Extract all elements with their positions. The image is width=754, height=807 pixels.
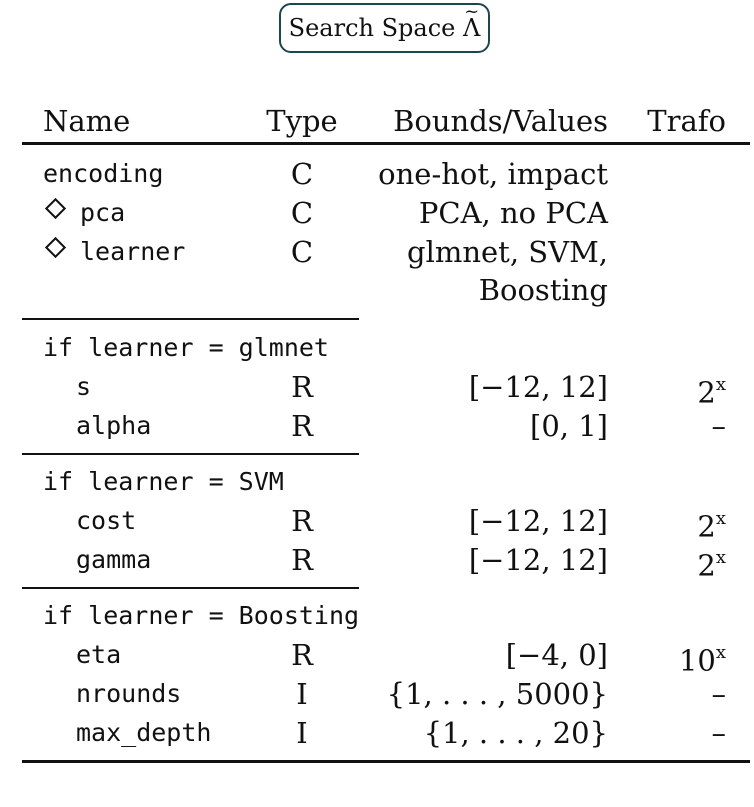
header-name: Name [43, 104, 131, 138]
type-gamma: R [291, 543, 313, 577]
header-bounds: Bounds/Values [393, 104, 608, 138]
values-learner: glmnet, SVM, [407, 235, 608, 269]
type-alpha: R [291, 409, 313, 443]
diamond-icon [44, 236, 67, 259]
values-encoding: one-hot, impact [378, 157, 608, 191]
trafo-exp: x [715, 508, 726, 529]
trafo-exp: x [715, 374, 726, 395]
values-learner-cont: Boosting [478, 273, 608, 307]
header-rule [22, 142, 750, 145]
trafo-gamma: 2x [630, 543, 726, 583]
trafo-exp: x [715, 547, 726, 568]
type-eta: R [291, 638, 313, 672]
type-nrounds: I [296, 677, 308, 711]
bounds-eta: [−4, 0] [505, 638, 608, 672]
diamond-icon [44, 197, 67, 220]
header-type: Type [266, 104, 338, 138]
trafo-eta: 10x [630, 638, 726, 678]
title-text: Search Space [288, 14, 456, 42]
trafo-cost: 2x [630, 504, 726, 544]
group-rule [22, 587, 359, 589]
bounds-s: [−12, 12] [468, 370, 608, 404]
bounds-cost: [−12, 12] [468, 504, 608, 538]
condition-boosting: if learner = Boosting [43, 601, 360, 630]
lambda-glyph: Λ [463, 14, 481, 42]
param-max-depth: max_depth [76, 718, 212, 747]
bounds-max-depth: {1, . . . , 20} [423, 716, 608, 750]
header-trafo: Trafo [647, 104, 726, 138]
group-rule [22, 453, 359, 455]
type-encoding: C [290, 157, 314, 191]
trafo-base: 2 [697, 509, 716, 544]
trafo-base: 2 [697, 375, 716, 410]
search-space-title: Search Space ~ Λ [279, 3, 490, 53]
trafo-nrounds: – [711, 677, 727, 711]
param-gamma: gamma [76, 545, 152, 574]
param-eta: eta [76, 640, 122, 669]
bounds-alpha: [0, 1] [530, 409, 608, 443]
bounds-nrounds: {1, . . . , 5000} [386, 677, 608, 711]
trafo-max-depth: – [711, 716, 727, 750]
group-rule [22, 318, 359, 320]
bottom-rule [22, 760, 750, 763]
param-cost: cost [76, 506, 137, 535]
param-s: s [76, 372, 92, 401]
values-pca: PCA, no PCA [418, 196, 608, 230]
type-cost: R [291, 504, 313, 538]
trafo-base: 2 [697, 548, 716, 583]
bounds-gamma: [−12, 12] [468, 543, 608, 577]
trafo-exp: x [715, 642, 726, 663]
condition-svm: if learner = SVM [43, 467, 284, 496]
type-learner: C [290, 235, 314, 269]
trafo-base: 10 [678, 643, 716, 678]
param-learner: learner [80, 237, 186, 266]
trafo-alpha: – [711, 409, 727, 443]
tilde-accent: ~ [464, 1, 480, 22]
lambda-symbol: ~ Λ [463, 3, 481, 43]
param-pca: pca [80, 198, 126, 227]
param-nrounds: nrounds [76, 679, 182, 708]
param-encoding: encoding [43, 159, 164, 188]
type-pca: C [290, 196, 314, 230]
type-max-depth: I [296, 716, 308, 750]
param-alpha: alpha [76, 411, 152, 440]
condition-glmnet: if learner = glmnet [43, 333, 329, 362]
type-s: R [291, 370, 313, 404]
trafo-s: 2x [630, 370, 726, 410]
